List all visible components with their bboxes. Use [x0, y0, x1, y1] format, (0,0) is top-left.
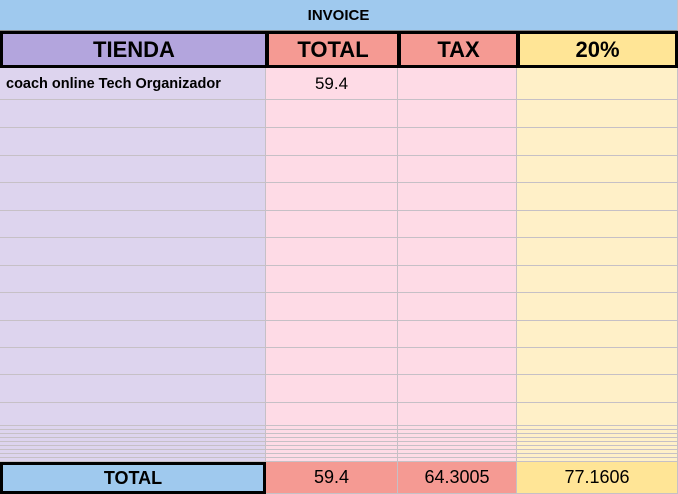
hidden-row — [266, 446, 398, 450]
hidden-row — [0, 438, 266, 442]
hidden-row — [266, 434, 398, 438]
header-cell: 20% — [517, 31, 678, 68]
footer-cell: 77.1606 — [517, 462, 678, 494]
hidden-row — [0, 446, 266, 450]
empty-cell — [398, 321, 517, 348]
empty-cell — [0, 266, 266, 293]
hidden-row — [398, 434, 517, 438]
hidden-row — [398, 442, 517, 446]
hidden-row — [266, 438, 398, 442]
hidden-row — [398, 446, 517, 450]
footer-cell: 59.4 — [266, 462, 398, 494]
empty-cell — [0, 156, 266, 183]
empty-cell — [266, 348, 398, 375]
empty-cell — [398, 375, 517, 403]
hidden-row — [0, 442, 266, 446]
empty-cell — [517, 128, 678, 156]
sheet-title: INVOICE — [0, 0, 678, 31]
hidden-row — [0, 458, 266, 462]
empty-cell — [517, 293, 678, 321]
hidden-row — [266, 430, 398, 434]
hidden-row — [266, 454, 398, 458]
empty-cell — [398, 156, 517, 183]
empty-cell — [266, 403, 398, 426]
hidden-row — [0, 426, 266, 430]
empty-cell — [0, 238, 266, 266]
empty-cell — [266, 100, 398, 128]
hidden-row — [398, 454, 517, 458]
hidden-row — [0, 430, 266, 434]
empty-cell — [517, 238, 678, 266]
empty-cell — [0, 293, 266, 321]
empty-cell — [266, 238, 398, 266]
data-cell: 59.4 — [266, 68, 398, 100]
empty-cell — [398, 403, 517, 426]
empty-cell — [266, 128, 398, 156]
empty-cell — [517, 68, 678, 100]
empty-cell — [0, 100, 266, 128]
empty-cell — [398, 266, 517, 293]
empty-cell — [398, 100, 517, 128]
hidden-row — [398, 450, 517, 454]
empty-cell — [398, 293, 517, 321]
empty-cell — [266, 183, 398, 211]
hidden-row — [0, 434, 266, 438]
empty-cell — [517, 211, 678, 238]
empty-cell — [0, 403, 266, 426]
empty-cell — [266, 321, 398, 348]
empty-cell — [0, 211, 266, 238]
empty-cell — [0, 128, 266, 156]
hidden-row — [266, 442, 398, 446]
empty-cell — [398, 211, 517, 238]
empty-cell — [517, 183, 678, 211]
hidden-row — [0, 450, 266, 454]
empty-cell — [0, 183, 266, 211]
hidden-row — [266, 450, 398, 454]
empty-cell — [517, 375, 678, 403]
empty-cell — [266, 156, 398, 183]
empty-cell — [398, 183, 517, 211]
empty-cell — [517, 266, 678, 293]
empty-cell — [398, 348, 517, 375]
hidden-row — [398, 458, 517, 462]
hidden-row — [398, 430, 517, 434]
empty-cell — [398, 128, 517, 156]
empty-cell — [517, 100, 678, 128]
empty-cell — [517, 348, 678, 375]
empty-cell — [517, 156, 678, 183]
footer-cell: TOTAL — [0, 462, 266, 494]
empty-cell — [266, 293, 398, 321]
header-cell: TIENDA — [0, 31, 268, 68]
empty-cell — [0, 348, 266, 375]
hidden-row — [266, 426, 398, 430]
empty-cell — [266, 211, 398, 238]
hidden-row — [398, 438, 517, 442]
header-cell: TAX — [398, 31, 519, 68]
empty-cell — [517, 321, 678, 348]
empty-cell — [266, 375, 398, 403]
empty-cell — [517, 403, 678, 426]
empty-cell — [0, 321, 266, 348]
data-cell: coach online Tech Organizador — [0, 68, 266, 100]
empty-cell — [266, 266, 398, 293]
empty-cell — [0, 375, 266, 403]
empty-cell — [398, 238, 517, 266]
empty-cell — [398, 68, 517, 100]
footer-cell: 64.3005 — [398, 462, 517, 494]
header-cell: TOTAL — [266, 31, 400, 68]
hidden-row — [0, 454, 266, 458]
hidden-row — [398, 426, 517, 430]
hidden-row — [266, 458, 398, 462]
